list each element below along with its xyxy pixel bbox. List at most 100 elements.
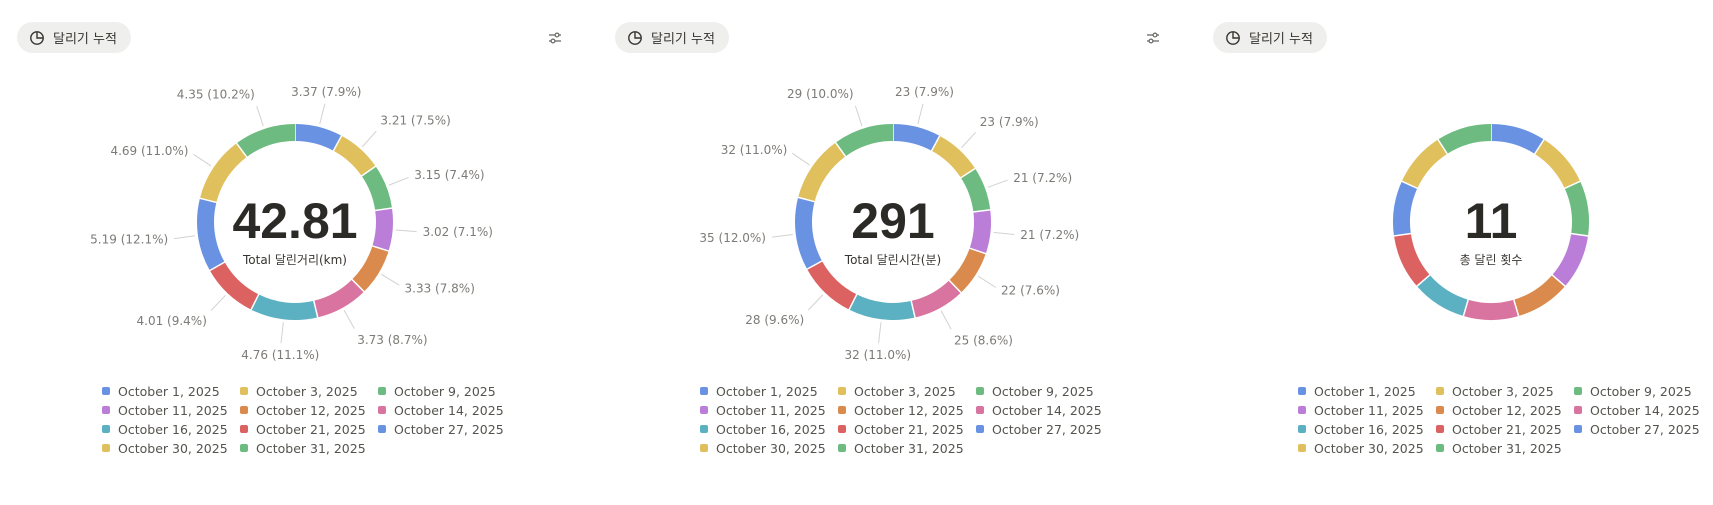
legend-item[interactable]: October 12, 2025	[1436, 402, 1574, 418]
label-leader-line	[381, 273, 400, 286]
donut-slice[interactable]	[313, 279, 365, 318]
legend-item[interactable]: October 27, 2025	[1574, 421, 1712, 437]
donut-slice[interactable]	[333, 135, 376, 177]
legend-item[interactable]: October 30, 2025	[102, 440, 240, 456]
donut-slice[interactable]	[1438, 124, 1492, 155]
donut-slice[interactable]	[251, 294, 318, 320]
legend-item[interactable]: October 14, 2025	[976, 402, 1114, 418]
donut-slice[interactable]	[948, 247, 986, 293]
donut-slice[interactable]	[372, 208, 393, 252]
slice-separator	[1462, 299, 1470, 317]
legend-item[interactable]: October 21, 2025	[1436, 421, 1574, 437]
donut-slice[interactable]	[199, 143, 247, 203]
donut-slice[interactable]	[969, 209, 991, 254]
data-label: 28 (9.6%)	[745, 313, 804, 327]
slice-separator	[209, 261, 226, 272]
legend-item[interactable]: October 30, 2025	[700, 440, 838, 456]
slice-separator	[930, 135, 941, 152]
legend-item[interactable]: October 1, 2025	[1298, 383, 1436, 399]
legend-item[interactable]: October 11, 2025	[700, 402, 838, 418]
legend-item[interactable]: October 1, 2025	[700, 383, 838, 399]
legend-item[interactable]: October 3, 2025	[240, 383, 378, 399]
donut-slice[interactable]	[931, 135, 976, 179]
donut-slice[interactable]	[1393, 181, 1418, 236]
legend-item[interactable]: October 12, 2025	[240, 402, 378, 418]
legend-label: October 1, 2025	[1314, 383, 1416, 399]
slice-separator	[1401, 180, 1419, 190]
donut-slice[interactable]	[1393, 233, 1430, 287]
legend-item[interactable]: October 27, 2025	[976, 421, 1114, 437]
legend-swatch	[838, 387, 846, 395]
legend-label: October 21, 2025	[854, 421, 964, 437]
legend-item[interactable]: October 31, 2025	[240, 440, 378, 456]
settings-sliders-icon[interactable]	[546, 29, 564, 47]
chart-title-chip[interactable]: 달리기 누적	[17, 22, 131, 53]
data-label: 3.02 (7.1%)	[423, 225, 493, 239]
donut-slice[interactable]	[910, 280, 961, 318]
donut-slice[interactable]	[236, 124, 296, 158]
legend-item[interactable]: October 11, 2025	[102, 402, 240, 418]
legend-label: October 3, 2025	[256, 383, 358, 399]
data-label: 23 (7.9%)	[895, 85, 954, 99]
legend-item[interactable]: October 16, 2025	[102, 421, 240, 437]
legend-item[interactable]: October 27, 2025	[378, 421, 516, 437]
donut-slice[interactable]	[835, 124, 894, 157]
label-leader-line	[174, 235, 196, 240]
legend-label: October 12, 2025	[1452, 402, 1562, 418]
donut-slice[interactable]	[798, 142, 846, 202]
legend-item[interactable]: October 3, 2025	[1436, 383, 1574, 399]
label-leader-line	[193, 153, 212, 167]
donut-slice[interactable]	[197, 198, 225, 271]
slice-separator	[848, 293, 858, 311]
donut-slice[interactable]	[1416, 274, 1469, 317]
legend-item[interactable]: October 12, 2025	[838, 402, 976, 418]
legend-item[interactable]: October 9, 2025	[378, 383, 516, 399]
legend-item[interactable]: October 16, 2025	[700, 421, 838, 437]
legend-item[interactable]: October 30, 2025	[1298, 440, 1436, 456]
donut-slice[interactable]	[209, 261, 259, 310]
donut-slice[interactable]	[1534, 139, 1581, 189]
legend-item[interactable]: October 3, 2025	[838, 383, 976, 399]
donut-slice[interactable]	[849, 294, 916, 320]
data-label: 25 (8.6%)	[954, 334, 1013, 348]
legend-swatch	[1574, 406, 1582, 414]
legend-swatch	[378, 387, 386, 395]
donut-slice[interactable]	[960, 168, 991, 213]
label-leader-line	[977, 275, 997, 288]
legend-item[interactable]: October 9, 2025	[976, 383, 1114, 399]
legend-item[interactable]: October 31, 2025	[838, 440, 976, 456]
legend-item[interactable]: October 1, 2025	[102, 383, 240, 399]
legend-label: October 1, 2025	[118, 383, 220, 399]
donut-chart: 23 (7.9%) 23 (7.9%) 21 (7.2%) 21 (7.2%) 22 (…	[699, 85, 1079, 362]
legend-item[interactable]: October 11, 2025	[1298, 402, 1436, 418]
donut-slice[interactable]	[361, 166, 393, 211]
donut-slice[interactable]	[294, 124, 342, 151]
legend-item[interactable]: October 9, 2025	[1574, 383, 1712, 399]
legend-label: October 31, 2025	[256, 440, 366, 456]
donut-slice[interactable]	[1401, 139, 1448, 189]
center-total-label: 총 달린 횟수	[1460, 253, 1523, 267]
legend-label: October 11, 2025	[716, 402, 826, 418]
donut-slice[interactable]	[795, 197, 823, 270]
donut-slice[interactable]	[807, 260, 858, 310]
legend-swatch	[700, 444, 708, 452]
chart-title-chip[interactable]: 달리기 누적	[615, 22, 729, 53]
chart-title-chip[interactable]: 달리기 누적	[1213, 22, 1327, 53]
data-label: 23 (7.9%)	[980, 115, 1039, 129]
donut-slice[interactable]	[1552, 233, 1589, 287]
legend-item[interactable]: October 14, 2025	[378, 402, 516, 418]
donut-slice[interactable]	[1564, 181, 1589, 236]
donut-slice[interactable]	[351, 245, 389, 292]
data-label: 4.76 (11.1%)	[241, 348, 319, 362]
donut-slice[interactable]	[1513, 274, 1566, 317]
legend-item[interactable]: October 21, 2025	[838, 421, 976, 437]
donut-slice[interactable]	[1490, 124, 1544, 155]
settings-sliders-icon[interactable]	[1144, 29, 1162, 47]
legend-item[interactable]: October 14, 2025	[1574, 402, 1712, 418]
label-leader-line	[987, 179, 1008, 188]
legend-item[interactable]: October 16, 2025	[1298, 421, 1436, 437]
legend-item[interactable]: October 21, 2025	[240, 421, 378, 437]
donut-slice[interactable]	[1463, 299, 1519, 320]
legend-item[interactable]: October 31, 2025	[1436, 440, 1574, 456]
donut-slice[interactable]	[892, 124, 940, 151]
